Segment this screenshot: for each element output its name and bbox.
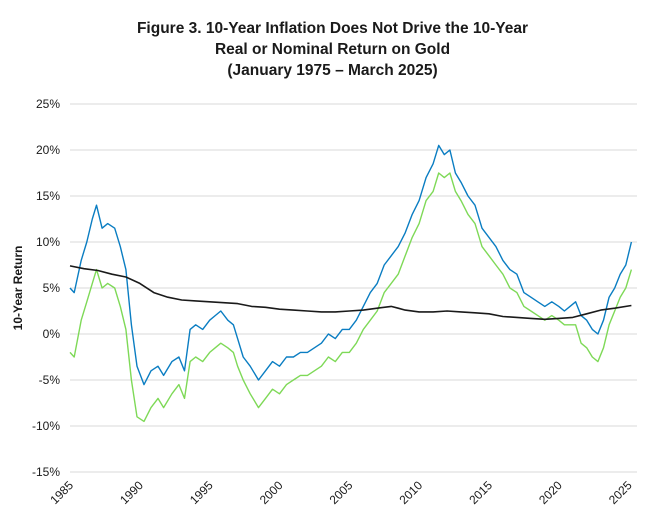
y-tick-label: 0% — [43, 327, 61, 341]
x-tick-label: 2015 — [466, 478, 495, 507]
y-tick-label: 25% — [36, 97, 60, 111]
series-line-3 — [69, 265, 632, 321]
y-tick-label: -5% — [39, 373, 61, 387]
y-tick-label: -10% — [32, 419, 60, 433]
x-tick-label: 1995 — [187, 478, 216, 507]
x-tick-label: 1985 — [47, 478, 76, 507]
y-tick-label: 15% — [36, 189, 60, 203]
chart-title-line-2: Real or Nominal Return on Gold — [214, 41, 451, 58]
y-tick-labels: -15% -10% -5% 0% 5% 10% 15% 20% 25% — [32, 97, 60, 479]
y-tick-label: 20% — [36, 143, 60, 157]
x-tick-labels: 1985 1990 1995 2000 2005 2010 2015 2020 2025 — [47, 478, 635, 507]
y-tick-label: -15% — [32, 465, 60, 479]
chart-title-line-1: Figure 3. 10-Year Inflation Does Not Dri… — [136, 20, 529, 37]
x-tick-label: 2000 — [257, 478, 286, 507]
x-tick-label: 2010 — [396, 478, 425, 507]
chart-title-line-3: (January 1975 – March 2025) — [227, 62, 438, 79]
series-line-1 — [69, 144, 633, 386]
series-lines — [69, 144, 633, 423]
y-tick-label: 10% — [36, 235, 60, 249]
x-tick-label: 2020 — [536, 478, 565, 507]
series-line-2 — [69, 172, 633, 423]
y-tick-label: 5% — [43, 281, 61, 295]
x-tick-label: 2025 — [606, 478, 635, 507]
chart-title: Figure 3. 10-Year Inflation Does Not Dri… — [0, 18, 665, 81]
gridlines — [70, 103, 637, 473]
x-tick-label: 2005 — [327, 478, 356, 507]
y-axis-label: 10-Year Return — [11, 246, 25, 331]
x-tick-label: 1990 — [117, 478, 146, 507]
